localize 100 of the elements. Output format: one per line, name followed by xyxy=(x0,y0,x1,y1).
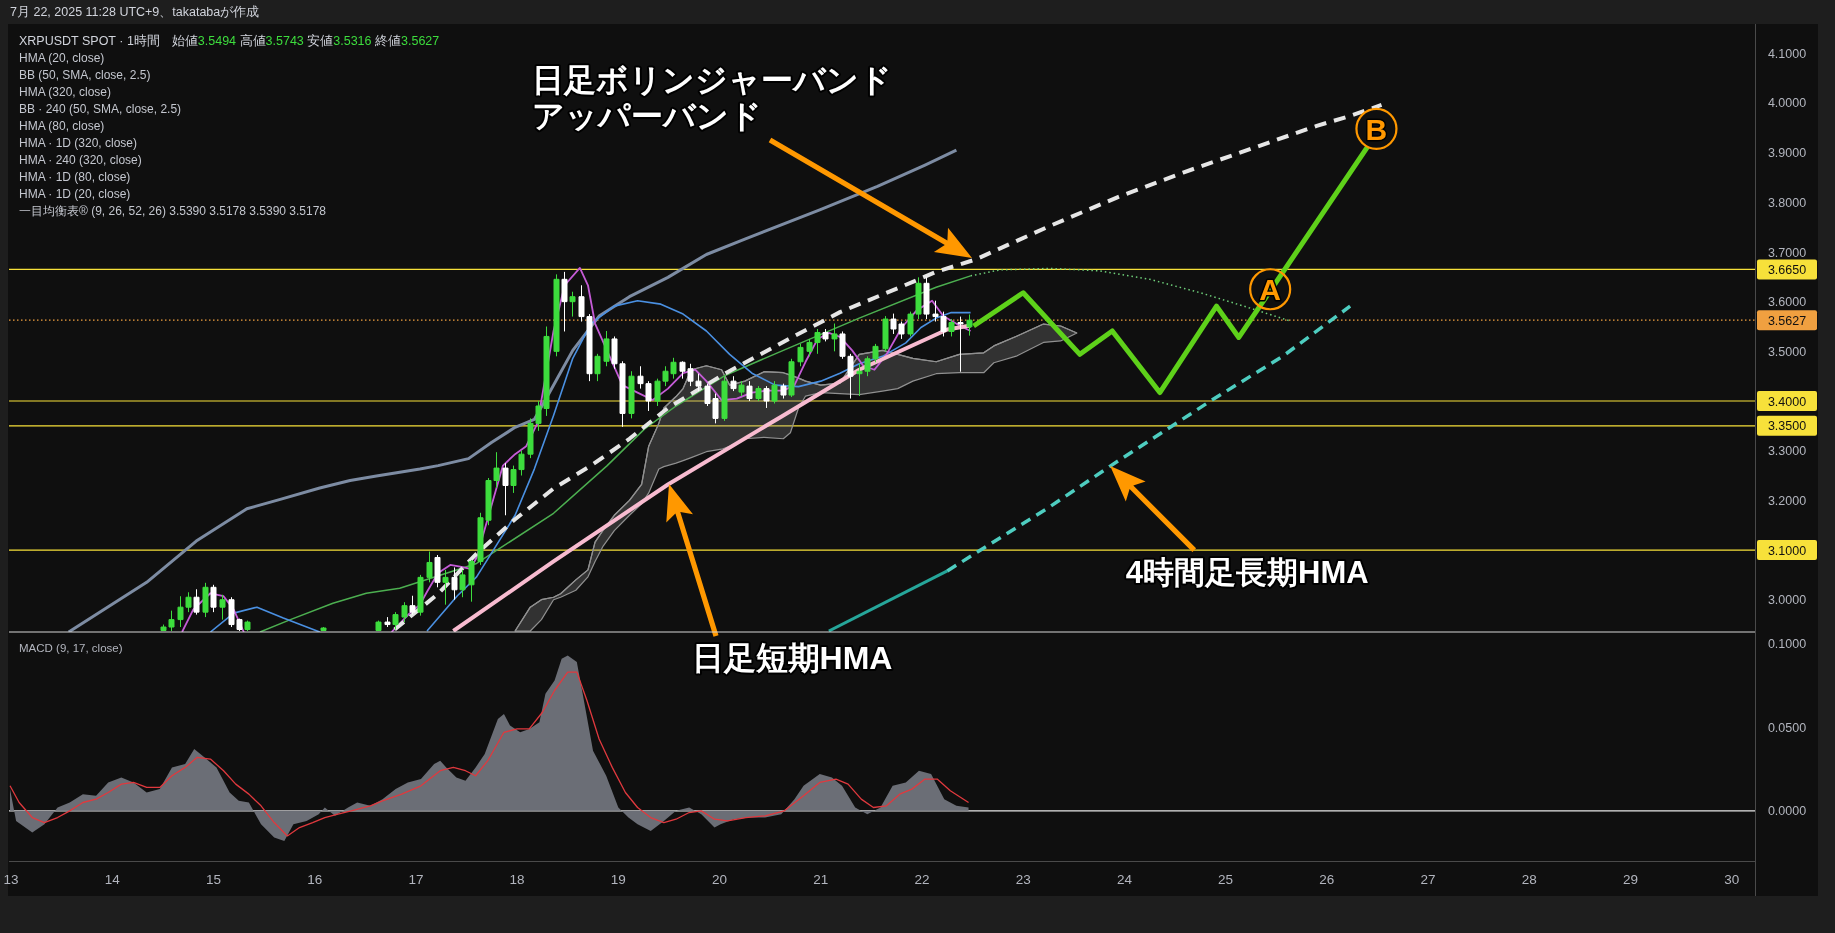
text: XRPUSDT SPOT · 1時間 xyxy=(19,34,160,48)
candlestick xyxy=(244,621,251,631)
x-tick-label: 30 xyxy=(1724,872,1740,887)
candlestick xyxy=(451,566,458,601)
x-tick-label: 28 xyxy=(1521,872,1537,887)
candlestick xyxy=(502,462,509,516)
candlestick xyxy=(442,569,449,606)
candlestick xyxy=(320,626,327,632)
x-tick-label: 20 xyxy=(712,872,728,887)
x-tick-label: 18 xyxy=(509,872,525,887)
x-tick-label: 22 xyxy=(914,872,930,887)
candlestick xyxy=(831,323,838,352)
text: 7月 22, 2025 11:28 UTC+9、takatabaが作成 xyxy=(10,5,260,19)
y-tick-label: 4.0000 xyxy=(1767,96,1807,111)
annotation: 日足短期HMA xyxy=(691,640,893,676)
line-series xyxy=(259,275,972,632)
candlestick xyxy=(788,358,795,398)
line-series xyxy=(969,267,1292,322)
ref-line-label: 3.5627 xyxy=(1767,313,1807,328)
candlestick xyxy=(553,273,560,357)
candlestick xyxy=(628,370,635,419)
x-tick-label: 13 xyxy=(3,872,19,887)
candlestick xyxy=(468,559,475,603)
candlestick xyxy=(603,330,610,367)
candlestick xyxy=(219,594,226,621)
annotation: HMA (80, close) xyxy=(19,119,105,133)
candlestick xyxy=(721,375,728,422)
text: MACD (9, 17, close) xyxy=(19,642,123,654)
candlestick xyxy=(569,291,576,318)
candlestick xyxy=(392,611,399,631)
candlestick xyxy=(375,621,382,632)
y-tick-label: 0.0500 xyxy=(1767,720,1807,735)
annotation: HMA · 1D (20, close) xyxy=(19,187,131,201)
x-tick-label: 29 xyxy=(1622,872,1639,887)
candlestick xyxy=(738,380,745,397)
annotation: BB · 240 (50, SMA, close, 2.5) xyxy=(19,102,182,116)
text: 始値3.5494 高値3.5743 安値3.5316 終値3.5627 xyxy=(171,33,440,48)
candlestick xyxy=(409,595,416,616)
x-tick-label: 21 xyxy=(813,872,829,887)
annotation: 一目均衡表® (9, 26, 52, 26) 3.5390 3.5178 3.5390 3.5178 xyxy=(19,204,327,218)
candlestick xyxy=(384,616,391,628)
annotation: 日足ボリンジャーバンドアッパーバンド xyxy=(532,62,892,134)
candlestick xyxy=(434,554,441,588)
candlestick xyxy=(426,551,433,583)
candlestick xyxy=(957,316,964,373)
candlestick xyxy=(746,380,753,402)
annotation: HMA · 240 (320, close) xyxy=(19,153,142,167)
ref-line-label: 3.3500 xyxy=(1767,419,1807,434)
annotation: BB (50, SMA, close, 2.5) xyxy=(19,68,151,82)
candlestick xyxy=(417,574,424,617)
candlestick xyxy=(730,375,737,392)
y-tick-label: 3.9000 xyxy=(1767,146,1807,161)
y-tick-label: 4.1000 xyxy=(1767,46,1807,61)
annotation: B xyxy=(1365,112,1388,146)
candlestick xyxy=(771,380,778,405)
x-tick-label: 17 xyxy=(408,872,424,887)
line-series xyxy=(392,102,1384,632)
x-tick-label: 14 xyxy=(104,872,121,887)
candlestick xyxy=(202,582,209,618)
candlestick xyxy=(780,383,787,400)
candlestick xyxy=(401,601,408,623)
x-tick-label: 23 xyxy=(1015,872,1031,887)
y-tick-label: 3.0000 xyxy=(1767,593,1807,608)
candlestick xyxy=(459,569,466,598)
x-tick-label: 27 xyxy=(1420,872,1436,887)
annotation: HMA (320, close) xyxy=(19,85,112,99)
annotation: HMA (20, close) xyxy=(19,51,105,65)
candlestick xyxy=(966,313,973,337)
candlestick xyxy=(594,353,601,382)
annotation: HMA · 1D (80, close) xyxy=(19,170,131,184)
ref-line-label: 3.1000 xyxy=(1767,543,1807,558)
ref-line-label: 3.4000 xyxy=(1767,394,1807,409)
candlestick xyxy=(882,315,889,352)
y-tick-label: 3.5000 xyxy=(1767,344,1807,359)
x-tick-label: 19 xyxy=(610,872,626,887)
candlestick xyxy=(193,588,200,616)
x-tick-label: 15 xyxy=(205,872,221,887)
x-tick-label: 24 xyxy=(1116,872,1133,887)
candlestick xyxy=(923,276,930,320)
candlestick xyxy=(561,271,568,332)
x-tick-label: 16 xyxy=(307,872,323,887)
x-tick-label: 25 xyxy=(1218,872,1234,887)
candlestick xyxy=(755,385,762,402)
y-tick-label: 3.2000 xyxy=(1767,493,1807,508)
line-series xyxy=(209,606,321,632)
candlestick xyxy=(763,385,770,409)
y-tick-label: 3.6000 xyxy=(1767,295,1807,310)
y-tick-label: 3.7000 xyxy=(1767,245,1807,260)
annotation: 4時間足長期HMA xyxy=(1125,555,1369,591)
ref-line-label: 3.6650 xyxy=(1767,262,1807,277)
y-tick-label: 3.8000 xyxy=(1767,195,1807,210)
candlestick xyxy=(210,584,217,613)
candlestick xyxy=(948,318,955,337)
y-tick-label: 0.0000 xyxy=(1767,804,1807,819)
annotation: HMA · 1D (320, close) xyxy=(19,136,138,150)
x-tick-label: 26 xyxy=(1319,872,1335,887)
y-tick-label: 3.3000 xyxy=(1767,444,1807,459)
candlestick xyxy=(822,328,829,342)
y-tick-label: 0.1000 xyxy=(1767,637,1807,652)
candlestick xyxy=(797,343,804,367)
